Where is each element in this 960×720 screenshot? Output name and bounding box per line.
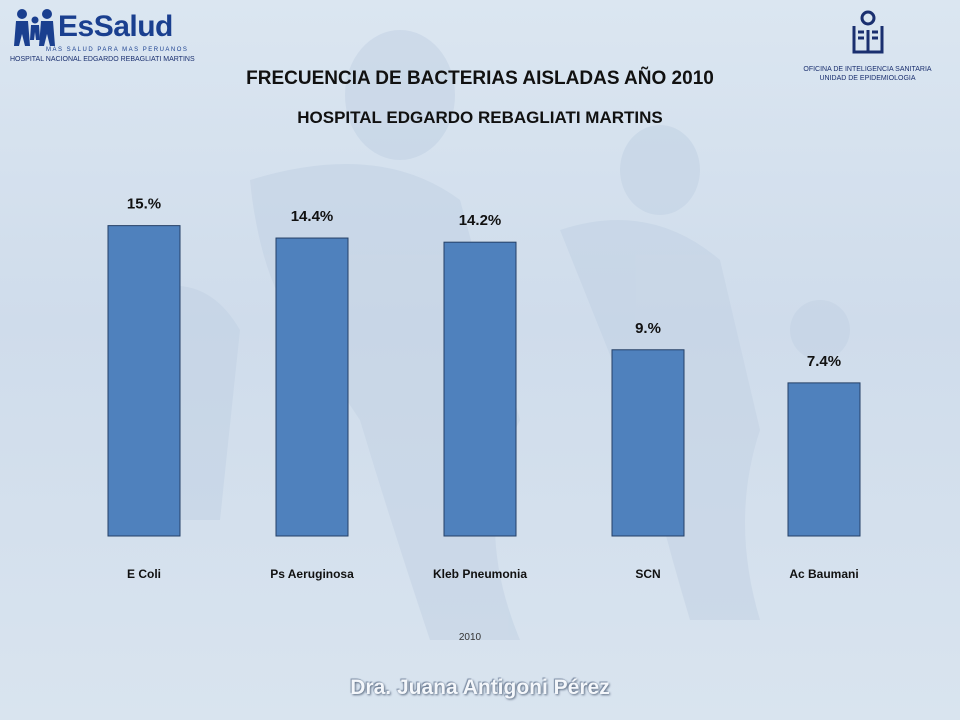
x-tick-label: Ac Baumani bbox=[789, 567, 858, 581]
bar-scn bbox=[611, 349, 685, 537]
x-axis-label: 2010 bbox=[459, 632, 482, 643]
essalud-logo: EsSalud MAS SALUD PARA MAS PERUANOS HOSP… bbox=[10, 4, 240, 64]
family-figures-icon bbox=[14, 9, 55, 46]
data-label: 14.2% bbox=[459, 212, 502, 229]
data-label: 14.4% bbox=[291, 208, 334, 225]
essalud-tagline: MAS SALUD PARA MAS PERUANOS bbox=[46, 47, 189, 53]
oficina-logo: OFICINA DE INTELIGENCIA SANITARIA UNIDAD… bbox=[780, 8, 955, 88]
x-tick-label: SCN bbox=[635, 567, 660, 581]
bar-e-coli bbox=[107, 225, 181, 537]
chart-title: FRECUENCIA DE BACTERIAS AISLADAS AÑO 201… bbox=[246, 68, 714, 89]
bar-kleb-pneumonia bbox=[443, 241, 517, 537]
essalud-brand-text: EsSalud bbox=[58, 10, 173, 43]
oficina-name-text: OFICINA DE INTELIGENCIA SANITARIA bbox=[803, 66, 932, 73]
x-tick-label: E Coli bbox=[127, 567, 161, 581]
x-tick-label: Kleb Pneumonia bbox=[433, 567, 527, 581]
unidad-name-text: UNIDAD DE EPIDEMIOLOGIA bbox=[819, 75, 916, 82]
book-emblem-icon bbox=[852, 10, 884, 54]
bar-ac-baumani bbox=[787, 382, 861, 537]
x-tick-label: Ps Aeruginosa bbox=[270, 567, 354, 581]
hospital-name-text: HOSPITAL NACIONAL EDGARDO REBAGLIATI MAR… bbox=[10, 56, 195, 63]
bar-ps-aeruginosa bbox=[275, 237, 349, 537]
data-label: 7.4% bbox=[807, 353, 841, 370]
chart-subtitle: HOSPITAL EDGARDO REBAGLIATI MARTINS bbox=[297, 108, 663, 127]
author-credit: Dra. Juana Antigoni Pérez bbox=[350, 676, 610, 699]
data-label: 9.% bbox=[635, 320, 661, 337]
data-label: 15.% bbox=[127, 196, 161, 213]
